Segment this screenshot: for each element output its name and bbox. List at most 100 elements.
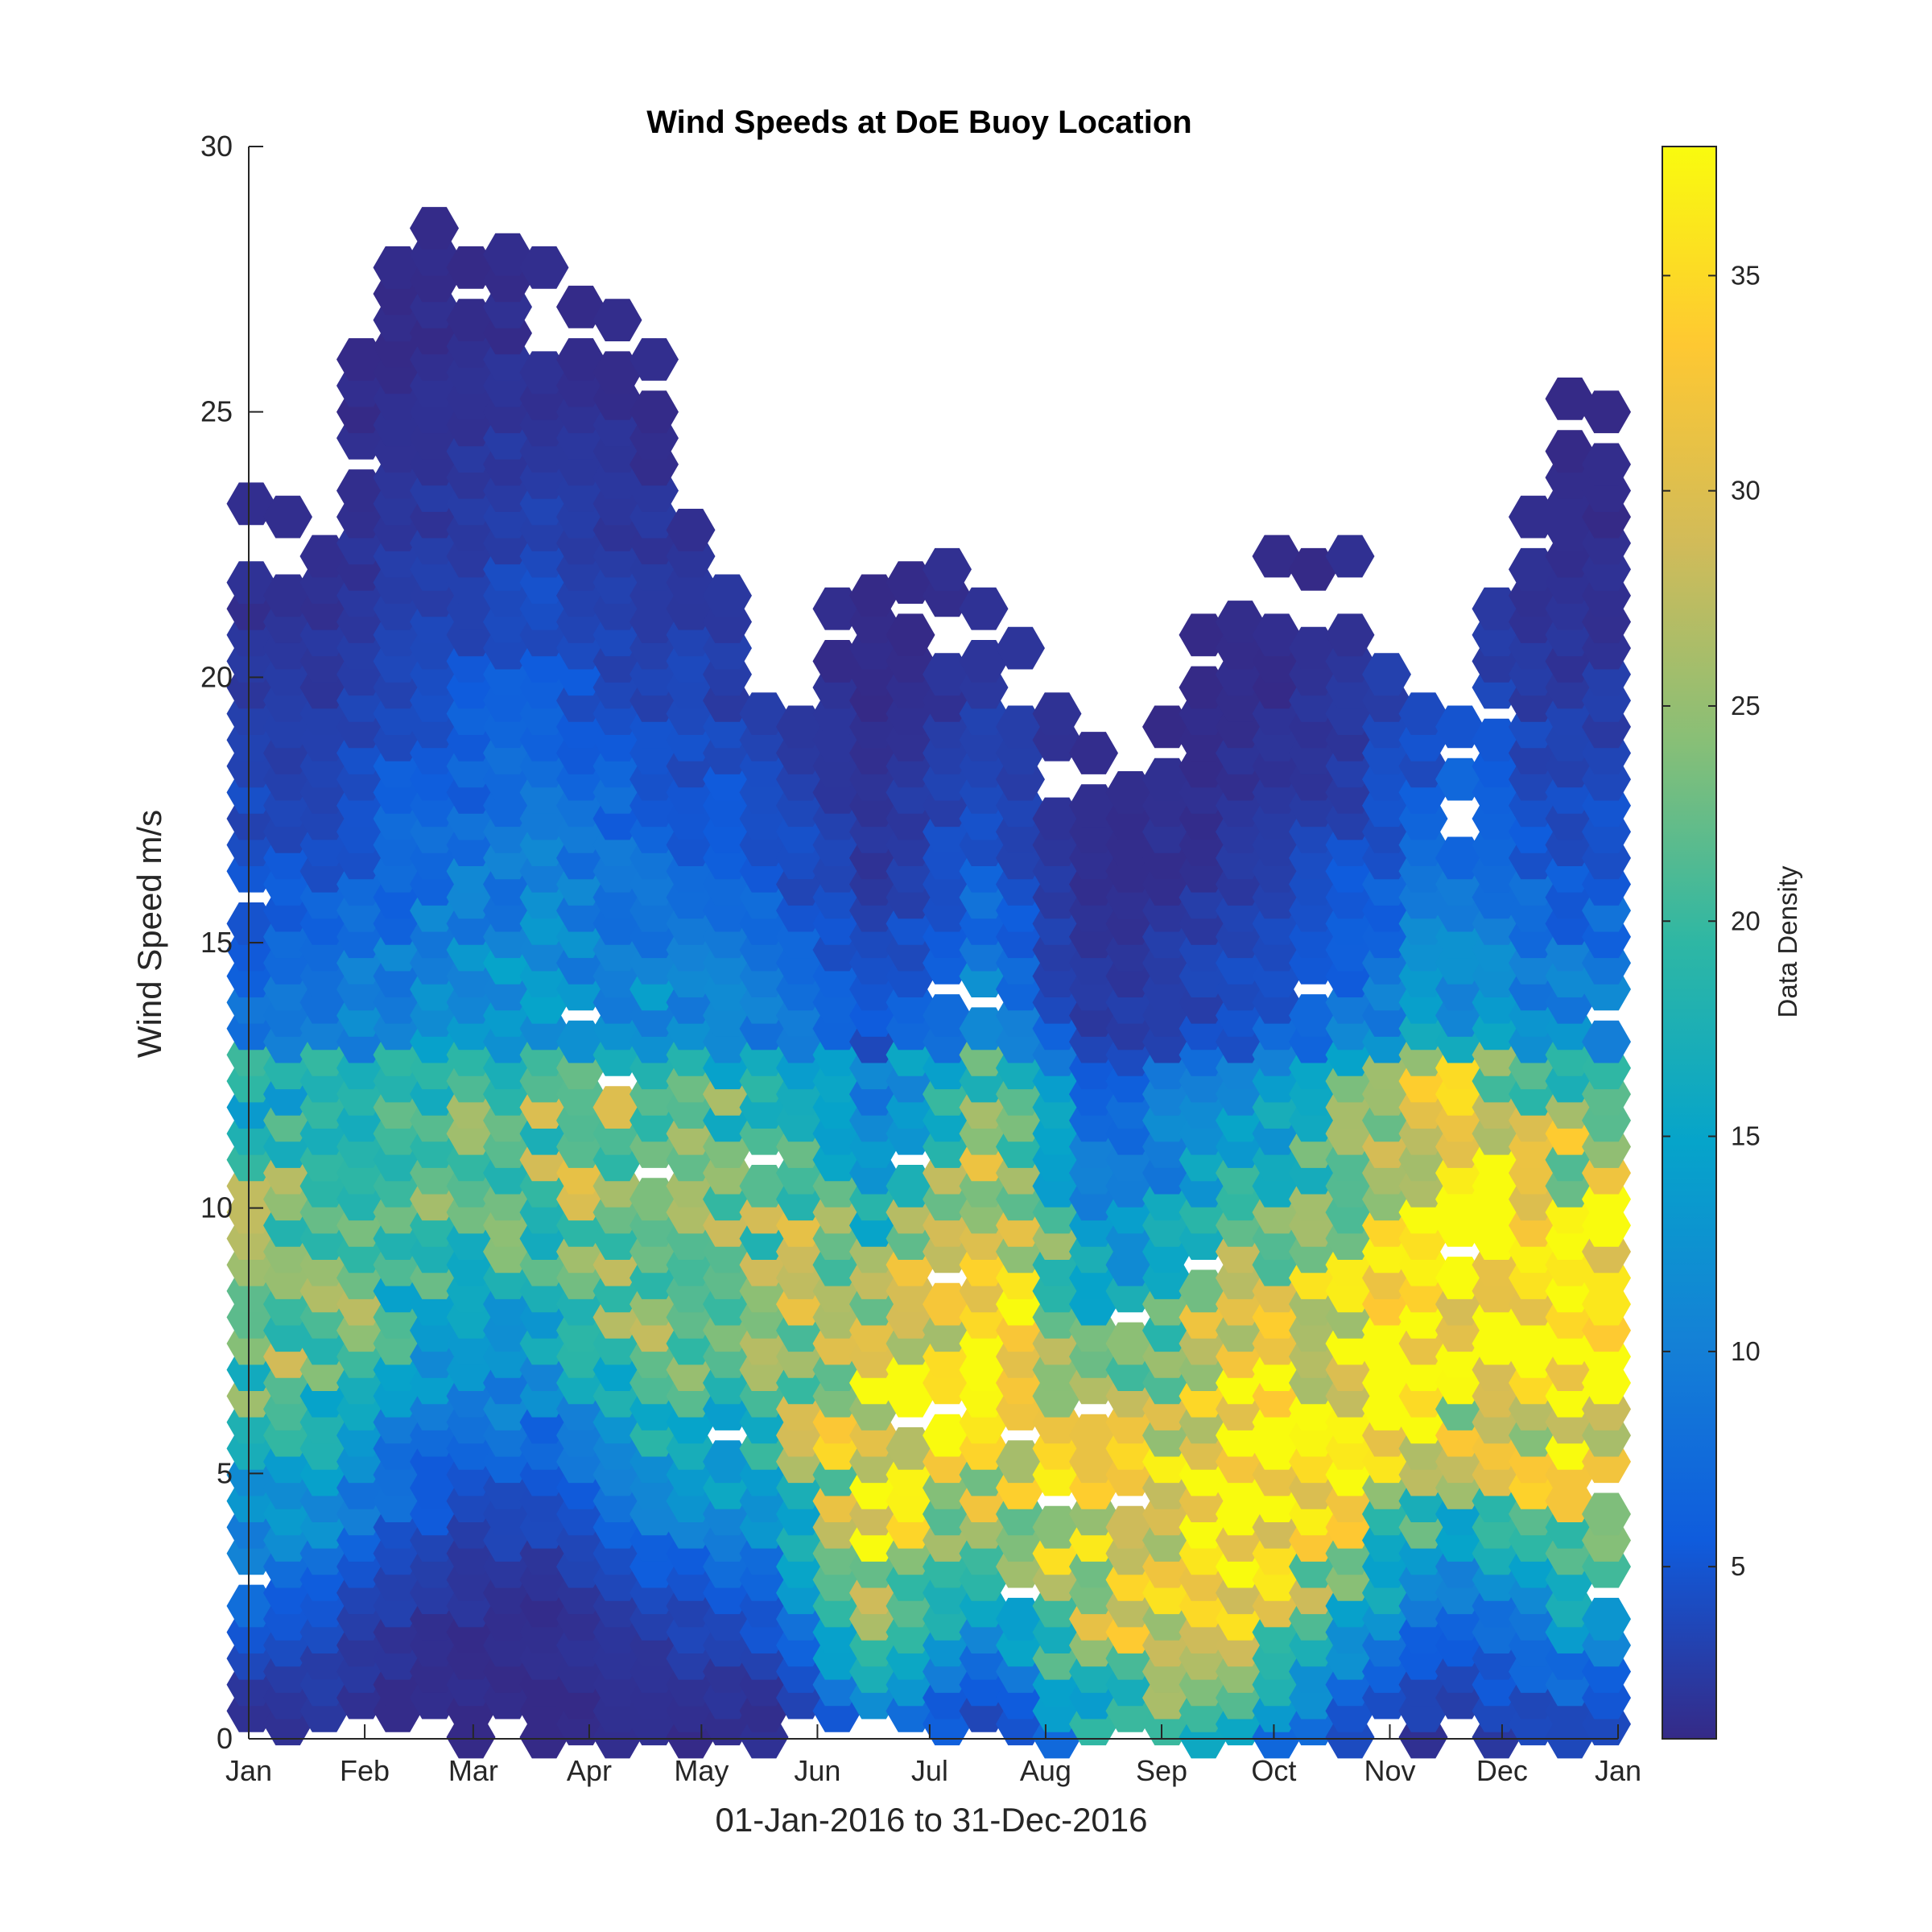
hexbin-cell bbox=[1362, 653, 1411, 696]
hexbin-cell bbox=[226, 1584, 276, 1628]
hexbin-cell bbox=[1179, 666, 1228, 709]
hexbin-cell bbox=[1582, 1597, 1631, 1641]
hexbin-cell bbox=[1252, 613, 1302, 657]
hexbin-cell bbox=[556, 285, 605, 328]
hexbin-cell bbox=[1105, 1505, 1155, 1549]
y-tick-label: 0 bbox=[217, 1722, 233, 1755]
hexbin-cell bbox=[1435, 705, 1484, 749]
hexbin-cell bbox=[1509, 547, 1558, 591]
colorbar-gradient bbox=[1662, 146, 1717, 1740]
hexbin-cell bbox=[630, 338, 679, 381]
hexbin-cell bbox=[519, 351, 569, 394]
hexbin-cell bbox=[1582, 443, 1631, 486]
x-tick-label: Oct bbox=[1251, 1754, 1296, 1787]
hexbin-cell bbox=[1435, 758, 1484, 801]
hexbin-cell bbox=[1435, 836, 1484, 880]
hexbin-cell bbox=[1509, 495, 1558, 539]
colorbar-tick-label: 20 bbox=[1731, 906, 1761, 935]
x-tick-label: Sep bbox=[1136, 1754, 1187, 1787]
x-tick-label: Aug bbox=[1020, 1754, 1071, 1787]
hexbin-cell bbox=[1289, 547, 1338, 591]
x-tick-label: Apr bbox=[567, 1754, 612, 1787]
colorbar-tick-label: 10 bbox=[1731, 1336, 1761, 1366]
hexbin-cell bbox=[996, 1440, 1045, 1484]
hexbin-cell bbox=[483, 233, 532, 276]
colorbar-ticks: 5 10 15 20 25 30 35 bbox=[1662, 260, 1761, 1581]
x-tick-label: Nov bbox=[1364, 1754, 1415, 1787]
hexbin-cell bbox=[630, 1178, 679, 1221]
hexbin-cell bbox=[592, 299, 642, 341]
hexbin-cell bbox=[959, 640, 1009, 683]
hexbin-cell bbox=[1032, 692, 1082, 735]
hexbin-cell bbox=[373, 246, 423, 289]
hexbin-cells bbox=[226, 207, 1631, 1759]
hexbin-cell bbox=[336, 469, 386, 512]
x-tick-label: Dec bbox=[1476, 1754, 1528, 1787]
hexbin-cell bbox=[1069, 732, 1118, 774]
hexbin-cell bbox=[592, 1086, 642, 1129]
hexbin-cell bbox=[1289, 994, 1338, 1037]
hexbin-cell bbox=[1032, 1505, 1082, 1549]
hexbin-cell bbox=[1398, 692, 1448, 735]
hexbin-cell bbox=[1545, 378, 1595, 420]
hexbin-cell bbox=[703, 1440, 752, 1484]
x-tick-label: May bbox=[674, 1754, 729, 1787]
y-tick-label: 5 bbox=[217, 1456, 233, 1489]
hexbin-cell bbox=[226, 902, 276, 945]
x-axis-label: 01-Jan-2016 to 31-Dec-2016 bbox=[715, 1801, 1147, 1839]
y-tick-label: 30 bbox=[200, 130, 233, 163]
hexbin-cell bbox=[739, 1165, 789, 1208]
hexbin-cell bbox=[1582, 1020, 1631, 1063]
hexbin-cell bbox=[556, 338, 605, 381]
hexbin-cell bbox=[1032, 797, 1082, 840]
y-tick-label: 20 bbox=[200, 660, 233, 693]
x-tick-label: Feb bbox=[340, 1754, 390, 1787]
colorbar-tick-label: 15 bbox=[1731, 1121, 1761, 1151]
hexbin-cell bbox=[812, 587, 862, 630]
hexbin-cell bbox=[996, 705, 1045, 749]
x-tick-label: Jul bbox=[911, 1754, 948, 1787]
hexbin-cell bbox=[776, 705, 825, 749]
hexbin-cell bbox=[1142, 758, 1191, 801]
hexbin-cell bbox=[556, 1020, 605, 1063]
x-tick-label: Jan bbox=[225, 1754, 272, 1787]
hexbin-cell bbox=[1582, 1492, 1631, 1536]
hexbin-cell bbox=[996, 1597, 1045, 1641]
hexbin-cell bbox=[1325, 613, 1375, 657]
hexbin-cell bbox=[1179, 613, 1228, 657]
hexbin-cell bbox=[226, 482, 276, 526]
hexbin-cell bbox=[1545, 430, 1595, 473]
hexbin-cell bbox=[739, 692, 789, 735]
hexbin-cell bbox=[1105, 771, 1155, 814]
hexbin-cell bbox=[446, 299, 496, 341]
colorbar: 5 10 15 20 25 30 35 Data Density bbox=[1662, 146, 1802, 1740]
hexbin-cell bbox=[812, 640, 862, 683]
hexbin-cell bbox=[1069, 784, 1118, 828]
y-tick-label: 10 bbox=[200, 1191, 233, 1224]
hexbin-cell bbox=[666, 509, 716, 551]
y-tick-label: 25 bbox=[200, 395, 233, 428]
hexbin-cell bbox=[336, 338, 386, 381]
hexbin-cell bbox=[1472, 718, 1521, 762]
hexbin-cell bbox=[923, 653, 972, 696]
hexbin-cell bbox=[923, 1282, 972, 1326]
colorbar-tick-label: 25 bbox=[1731, 691, 1761, 720]
hexbin-cell bbox=[1252, 535, 1302, 578]
y-tick-label: 15 bbox=[200, 926, 233, 959]
hexbin-cell bbox=[886, 613, 935, 657]
hexbin-cell bbox=[263, 495, 312, 539]
colorbar-tick-label: 5 bbox=[1731, 1551, 1745, 1581]
x-tick-label: Mar bbox=[448, 1754, 498, 1787]
y-axis-label: Wind Speed m/s bbox=[130, 810, 168, 1058]
hexbin-cell bbox=[519, 246, 569, 289]
hexbin-cell bbox=[849, 574, 898, 617]
hexbin-cell bbox=[1325, 535, 1375, 578]
x-tick-label: Jan bbox=[1595, 1754, 1641, 1787]
hexbin-cell bbox=[1582, 390, 1631, 434]
hexbin-cell bbox=[630, 390, 679, 434]
hexbin-cell bbox=[886, 1165, 935, 1208]
hexbin-cell bbox=[592, 351, 642, 394]
hexbin-cell bbox=[886, 1427, 935, 1470]
hexbin-cell bbox=[1289, 626, 1338, 670]
